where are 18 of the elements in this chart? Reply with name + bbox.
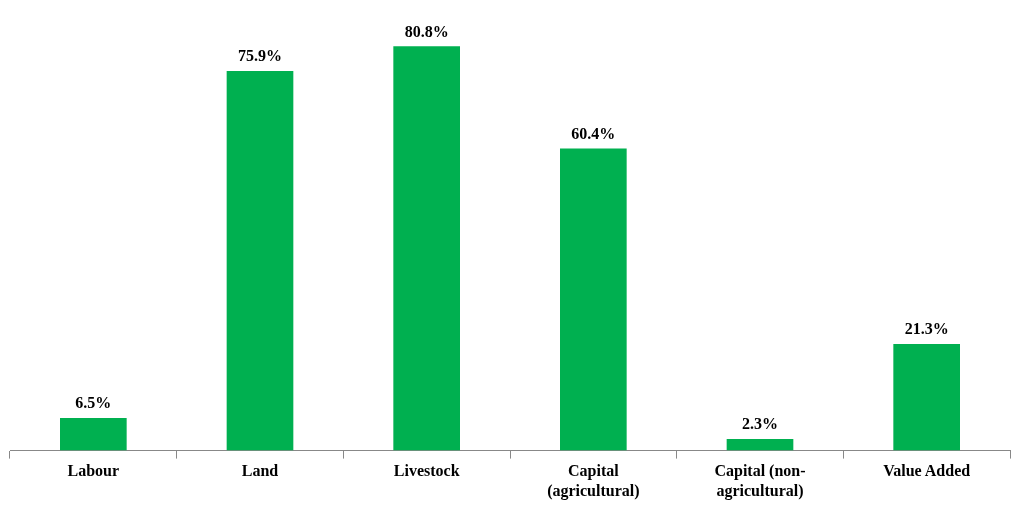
bar (393, 46, 460, 451)
bar (60, 418, 127, 451)
x-tick-label: Capital (agricultural) (547, 462, 640, 500)
data-label: 60.4% (571, 124, 616, 142)
x-tick-label: Land (241, 462, 279, 480)
data-label: 2.3% (742, 415, 778, 433)
x-tick-label: Labour (67, 462, 120, 480)
bar (726, 439, 794, 451)
bar (226, 70, 294, 451)
x-tick-label: Livestock (393, 462, 460, 480)
bar (893, 344, 960, 451)
x-tick-label: Capital (non-agricultural) (714, 462, 806, 500)
bar (560, 148, 627, 451)
x-tick-label: Value Added (883, 462, 971, 480)
data-label: 75.9% (238, 47, 282, 65)
data-label: 6.5% (75, 394, 112, 412)
data-label: 21.3% (904, 320, 949, 338)
data-label: 80.8% (404, 22, 449, 40)
